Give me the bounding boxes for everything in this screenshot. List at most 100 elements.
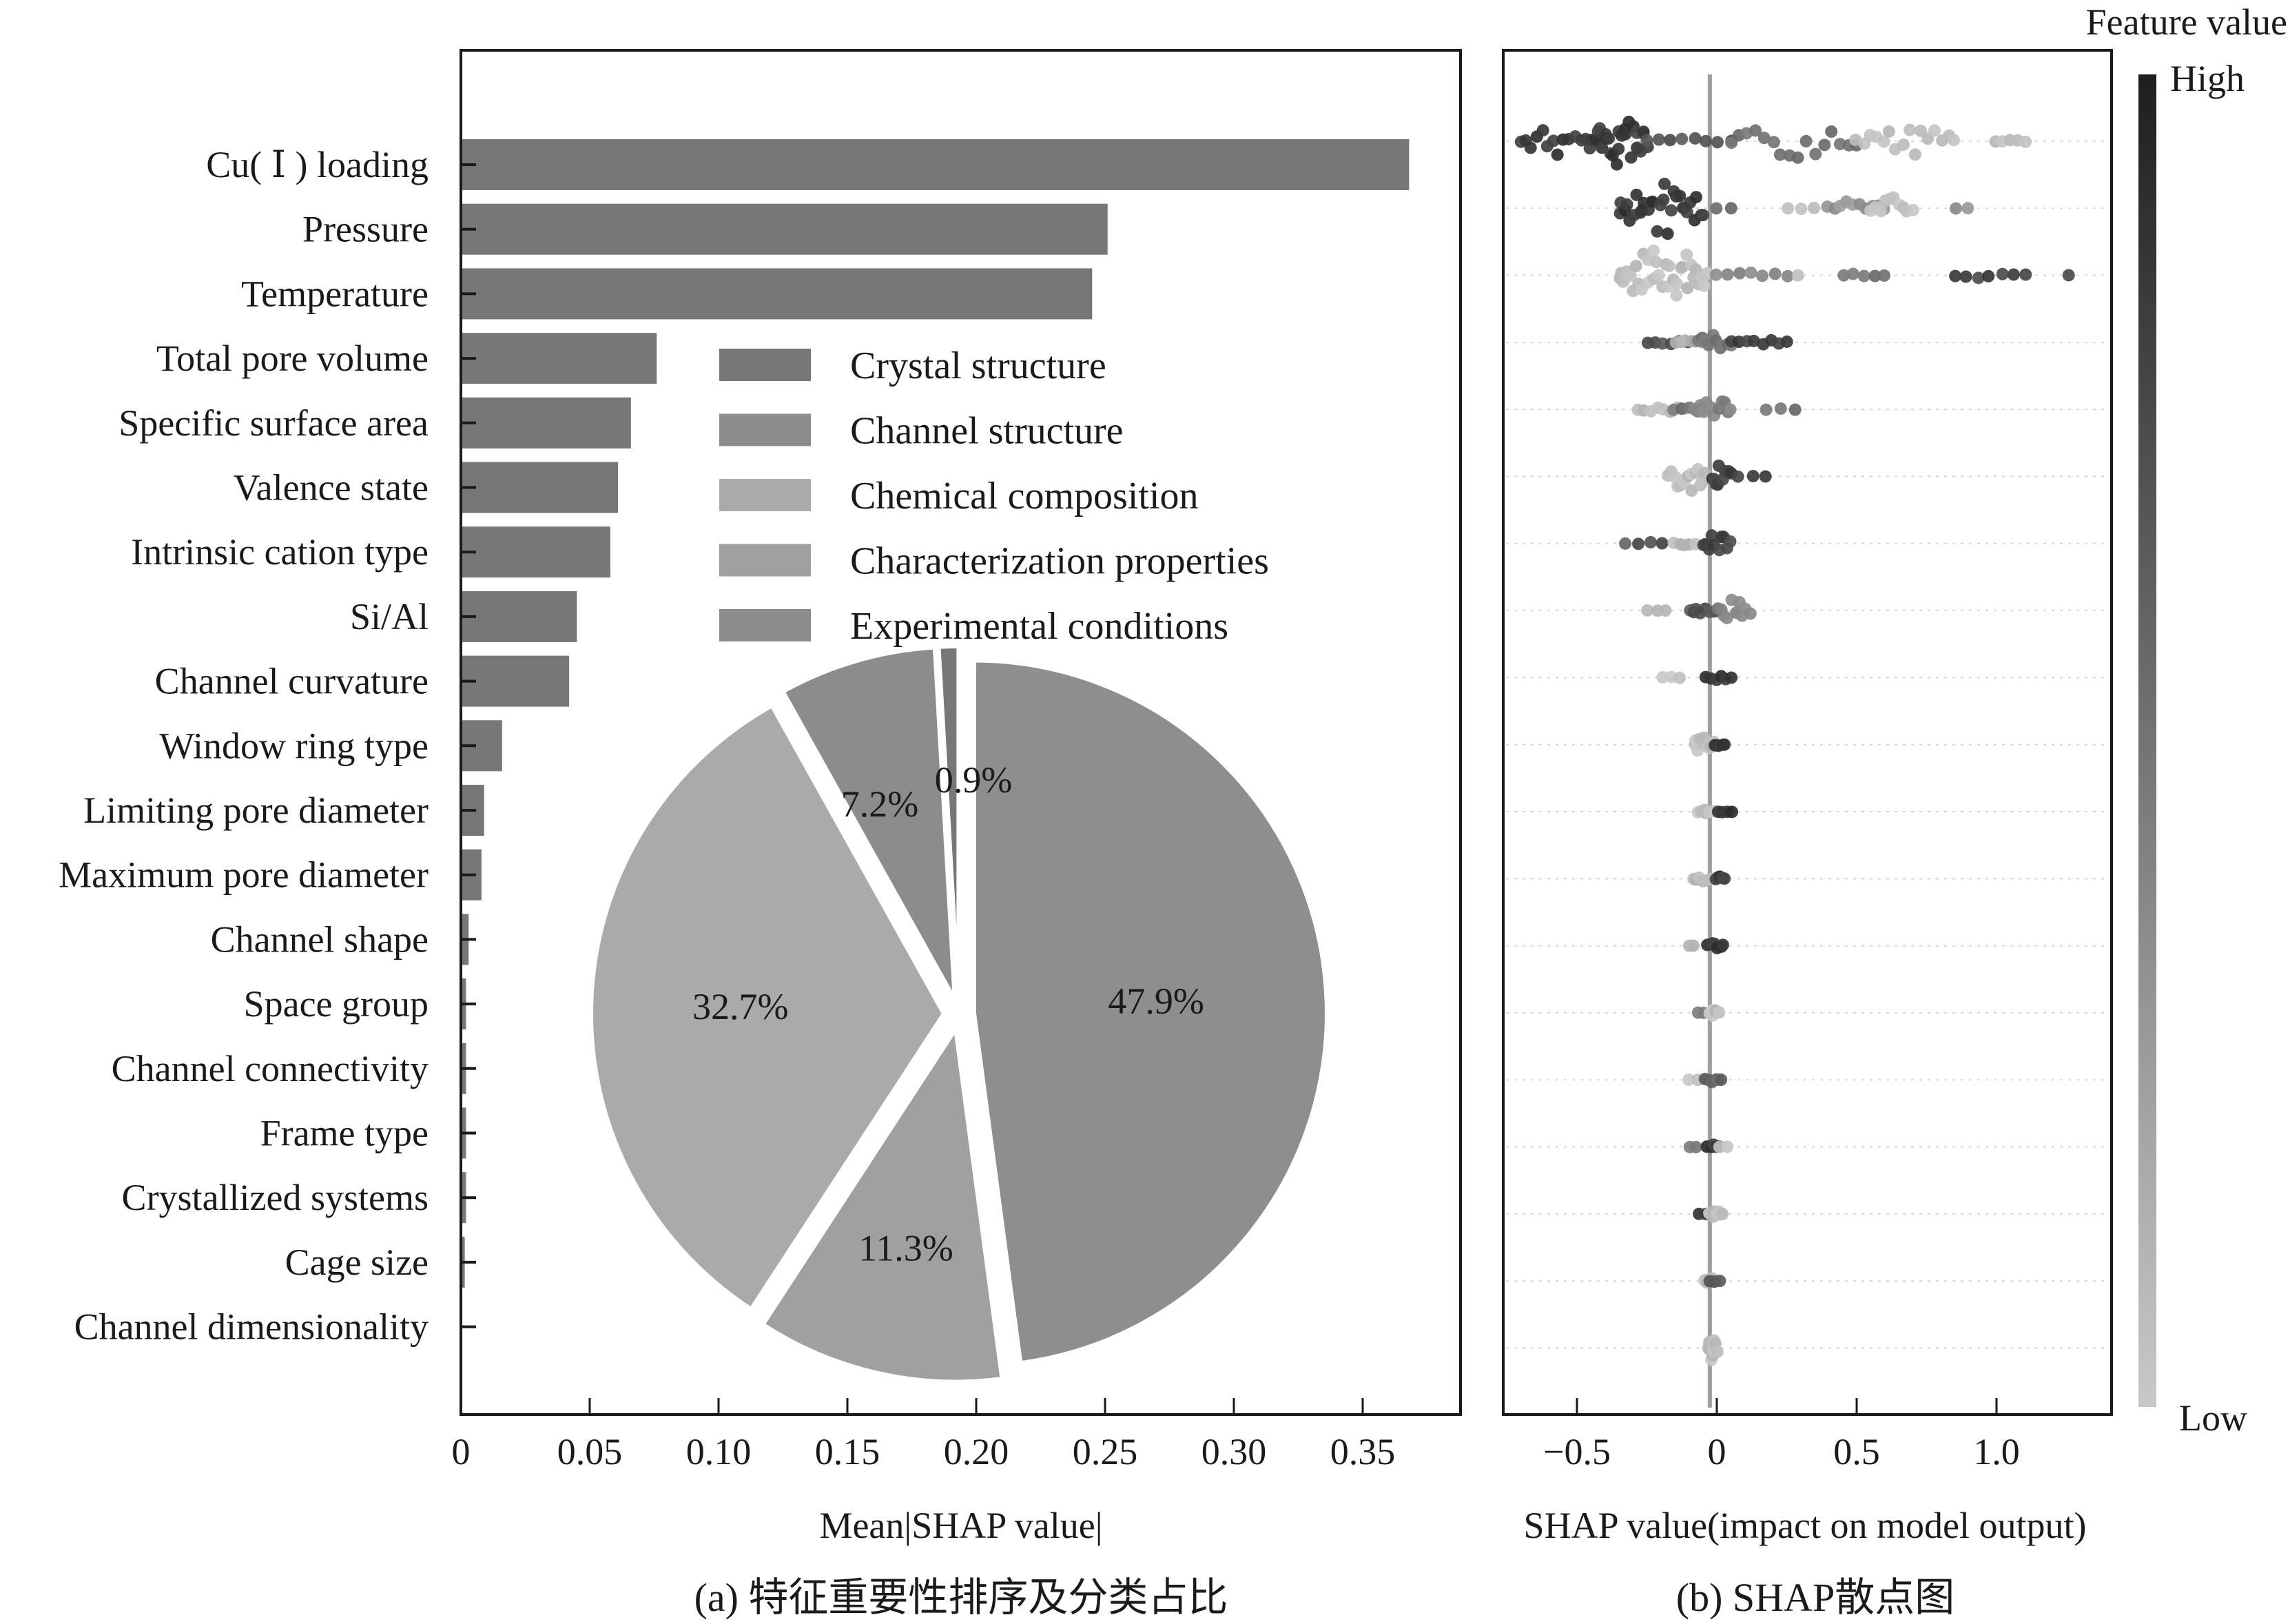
panel-b-shap-beeswarm: −0.5 0 0.5 1.0 SHAP value(impact on model o… [1502,1,2287,1620]
beeswarm-point [1686,939,1700,952]
beeswarm-point [1959,270,1972,283]
pie-slice-label: 11.3% [858,1228,953,1269]
x-axis-label: Mean|SHAP value| [819,1505,1102,1546]
beeswarm-point [1713,1275,1726,1288]
bar [461,655,570,707]
x-tick-label: 0.05 [557,1431,623,1472]
y-tick-label: Si/Al [350,596,429,637]
legend-swatch [719,544,811,577]
beeswarm-point [1662,259,1675,272]
beeswarm-point [1767,136,1780,149]
beeswarm-point [1818,138,1831,152]
beeswarm-point [1658,177,1671,190]
beeswarm-point [1647,244,1660,257]
beeswarm-point [1733,267,1746,280]
beeswarm-point [1982,269,1995,282]
y-tick-label: Limiting pore diameter [83,790,429,831]
y-tick-label: Cage size [285,1242,429,1283]
beeswarm-point [1724,535,1737,548]
beeswarm-point [1630,188,1643,201]
beeswarm-point [1897,138,1910,152]
beeswarm-point [1878,269,1891,282]
beeswarm-point [1781,269,1794,282]
beeswarm-point [1705,529,1718,542]
beeswarm-point [1696,209,1709,222]
beeswarm-point [1996,267,2009,280]
y-tick-label: Channel curvature [155,661,429,702]
beeswarm-point [1664,204,1678,217]
beeswarm-point [1846,267,1859,280]
bar [461,333,657,384]
beeswarm-point [2062,269,2075,282]
beeswarm-point [1715,1073,1728,1087]
x-axis-label: SHAP value(impact on model output) [1524,1505,2087,1546]
beeswarm-point [1720,612,1733,625]
y-tick-label: Channel shape [211,918,429,960]
beeswarm-point [1768,267,1782,280]
beeswarm-point [1904,123,1917,136]
beeswarm-point [1746,469,1760,482]
x-ticks: 0 0.05 0.10 0.15 0.20 0.25 0.30 0.35 [452,1398,1395,1472]
bar [461,268,1093,320]
beeswarm-point [1680,248,1693,261]
pie-slice [971,658,1329,1366]
row-gridlines [1506,141,2108,1349]
legend-label: Characterization properties [850,540,1269,583]
y-tick-label: Window ring type [159,725,429,766]
x-tick-label: 1.0 [1973,1431,2020,1472]
beeswarm-point [1670,277,1683,290]
x-tick-label: 0 [1708,1431,1726,1472]
pie-slice [780,645,957,1001]
beeswarm-point [1689,191,1702,204]
beeswarm-point [1619,537,1632,550]
legend-swatch [719,413,811,446]
beeswarm-point [1629,260,1642,273]
beeswarm-point [1699,134,1712,147]
pie-slice-label: 47.9% [1108,980,1204,1022]
pie-slice-label: 0.9% [935,759,1012,801]
panel-a-caption: (a) 特征重要性排序及分类占比 [694,1575,1228,1620]
beeswarm-point [1721,1140,1734,1153]
panel-a-frame [460,49,1462,1416]
beeswarm-point [1644,535,1657,548]
beeswarm-point [1716,1207,1729,1220]
panel-b-frame [1502,49,2113,1416]
bar [461,590,577,642]
beeswarm-point [1713,1006,1726,1019]
beeswarm-point [2007,268,2020,281]
beeswarm-point [1619,127,1632,141]
beeswarm-point [1651,225,1664,238]
beeswarm-point [1551,148,1564,161]
beeswarm-point [1799,134,1813,147]
x-tick-label: 0.25 [1073,1431,1138,1472]
colorbar-high-label: High [2170,58,2245,99]
beeswarm-point [1921,132,1935,145]
beeswarm-point [1857,269,1870,282]
beeswarm-point [1641,604,1654,617]
beeswarm-point [1716,938,1729,952]
y-tick-label: Channel connectivity [112,1048,429,1089]
legend-label: Channel structure [850,410,1124,453]
y-tick-label: Channel dimensionality [74,1306,429,1348]
bar-series [461,139,1410,1288]
beeswarm-point [1757,132,1771,145]
beeswarm-point [1809,147,1822,161]
y-tick-label: Maximum pore diameter [59,854,429,896]
x-tick-label: 0.15 [815,1431,880,1472]
beeswarm-point [1709,268,1722,281]
beeswarm-point [1602,132,1616,145]
x-tick-label: 0.30 [1201,1431,1267,1472]
beeswarm-point [1675,132,1689,145]
beeswarm-point [1791,269,1804,282]
beeswarm-point [1650,256,1663,269]
beeswarm-point [1744,607,1757,620]
y-tick-label: Temperature [241,273,429,314]
beeswarm-point [1744,266,1757,279]
beeswarm-point [1612,143,1625,156]
x-ticks: −0.5 0 0.5 1.0 [1543,1398,2020,1472]
beeswarm-point [1710,202,1723,215]
x-tick-label: 0.10 [686,1431,752,1472]
bar [461,139,1410,190]
beeswarm-point [1670,289,1683,302]
beeswarm-point [1698,279,1711,292]
